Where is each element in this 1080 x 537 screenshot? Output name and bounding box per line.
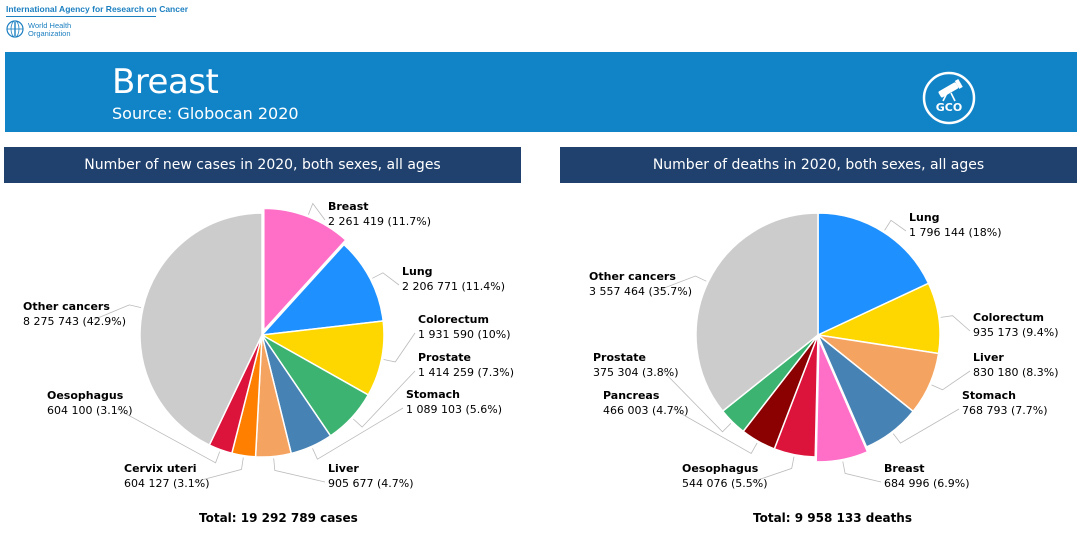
deaths-label-value-pancreas: 466 003 (4.7%) xyxy=(603,404,689,417)
cases-label-name-stomach: Stomach xyxy=(406,388,460,401)
cases-label-name-prostate: Prostate xyxy=(418,351,471,364)
cases-leader-colorectum xyxy=(383,332,416,363)
deaths-pie xyxy=(695,212,941,463)
cases-leader-liver xyxy=(273,458,326,483)
gco-label: GCO xyxy=(936,101,962,114)
cases-label-value-oesophagus: 604 100 (3.1%) xyxy=(47,404,133,417)
cases-label-value-cervix-uteri: 604 127 (3.1%) xyxy=(124,477,210,490)
deaths-total: Total: 9 958 133 deaths xyxy=(753,511,912,525)
cases-label-name-lung: Lung xyxy=(402,265,433,278)
page-title: Breast xyxy=(112,62,219,102)
deaths-slice-other-cancers xyxy=(695,212,819,413)
deaths-leader-oesophagus xyxy=(751,456,795,483)
deaths-label-name-breast: Breast xyxy=(884,462,925,475)
deaths-label-name-lung: Lung xyxy=(909,211,940,224)
cases-label-name-oesophagus: Oesophagus xyxy=(47,389,124,402)
cases-label-value-colorectum: 1 931 590 (10%) xyxy=(418,328,511,341)
cases-slice-lung xyxy=(260,243,385,336)
cases-label-name-liver: Liver xyxy=(328,462,359,475)
deaths-slice-stomach xyxy=(817,334,915,448)
cases-label-value-stomach: 1 089 103 (5.6%) xyxy=(406,403,502,416)
cases-leader-cervix-uteri xyxy=(193,457,244,483)
who-line-1: World Health xyxy=(28,21,72,30)
cases-slice-colorectum xyxy=(259,320,385,396)
cases-slice-other-cancers xyxy=(139,212,263,447)
deaths-label-value-other-cancers: 3 557 464 (35.7%) xyxy=(589,285,692,298)
cases-label-name-other-cancers: Other cancers xyxy=(23,300,110,313)
cases-leader-lung xyxy=(372,272,400,286)
cases-label-name-breast: Breast xyxy=(328,200,369,213)
deaths-slice-lung xyxy=(817,212,930,337)
deaths-leader-other-cancers xyxy=(658,275,707,291)
new-cases-total: Total: 19 292 789 cases xyxy=(199,511,358,525)
deaths-label-name-pancreas: Pancreas xyxy=(603,389,660,402)
deaths-label-value-liver: 830 180 (8.3%) xyxy=(973,366,1059,379)
who-line-2: Organization xyxy=(28,29,71,38)
deaths-label-name-stomach: Stomach xyxy=(962,389,1016,402)
who-name: World Health Organization xyxy=(28,22,71,38)
logo-divider xyxy=(6,16,156,17)
cases-label-value-liver: 905 677 (4.7%) xyxy=(328,477,414,490)
cases-label-value-prostate: 1 414 259 (7.3%) xyxy=(418,366,514,379)
cases-leader-oesophagus xyxy=(116,408,221,464)
deaths-leader-colorectum xyxy=(940,315,971,332)
who-emblem-icon xyxy=(6,20,24,38)
deaths-leader-liver xyxy=(931,370,971,391)
deaths-leader-lines xyxy=(658,219,971,483)
cases-label-value-other-cancers: 8 275 743 (42.9%) xyxy=(23,315,126,328)
cases-leader-other-cancers xyxy=(92,304,142,321)
gco-logo-icon: GCO xyxy=(922,71,976,125)
deaths-leader-breast xyxy=(842,461,882,483)
cases-leader-prostate xyxy=(353,370,416,428)
cases-label-name-cervix-uteri: Cervix uteri xyxy=(124,462,197,475)
cases-leader-stomach xyxy=(312,407,404,460)
iarc-name: International Agency for Research on Can… xyxy=(6,4,189,14)
cases-label-name-colorectum: Colorectum xyxy=(418,313,489,326)
deaths-label-name-colorectum: Colorectum xyxy=(973,311,1044,324)
source-label: Source: Globocan 2020 xyxy=(112,104,299,123)
cases-pie xyxy=(139,207,385,458)
cases-label-value-lung: 2 206 771 (11.4%) xyxy=(402,280,505,293)
deaths-leader-prostate xyxy=(662,370,732,433)
cases-label-value-breast: 2 261 419 (11.7%) xyxy=(328,215,431,228)
deaths-chart-title: Number of deaths in 2020, both sexes, al… xyxy=(560,147,1077,183)
deaths-label-name-other-cancers: Other cancers xyxy=(589,270,676,283)
cases-slice-breast xyxy=(263,207,347,333)
deaths-leader-stomach xyxy=(892,408,960,444)
deaths-label-name-prostate: Prostate xyxy=(593,351,646,364)
deaths-label-name-liver: Liver xyxy=(973,351,1004,364)
deaths-slice-breast xyxy=(815,339,869,463)
deaths-leader-pancreas xyxy=(672,408,758,455)
deaths-label-value-oesophagus: 544 076 (5.5%) xyxy=(682,477,768,490)
iarc-who-logo: International Agency for Research on Can… xyxy=(6,4,188,44)
deaths-label-value-breast: 684 996 (6.9%) xyxy=(884,477,970,490)
deaths-label-value-colorectum: 935 173 (9.4%) xyxy=(973,326,1059,339)
deaths-label-name-oesophagus: Oesophagus xyxy=(682,462,759,475)
deaths-label-value-lung: 1 796 144 (18%) xyxy=(909,226,1002,239)
deaths-leader-lung xyxy=(884,219,907,232)
cases-leader-breast xyxy=(308,202,326,221)
deaths-label-value-stomach: 768 793 (7.7%) xyxy=(962,404,1048,417)
cases-leader-lines xyxy=(92,202,416,483)
deaths-label-value-prostate: 375 304 (3.8%) xyxy=(593,366,679,379)
title-banner: Breast Source: Globocan 2020 GCO xyxy=(5,52,1077,132)
new-cases-chart-title: Number of new cases in 2020, both sexes,… xyxy=(4,147,521,183)
